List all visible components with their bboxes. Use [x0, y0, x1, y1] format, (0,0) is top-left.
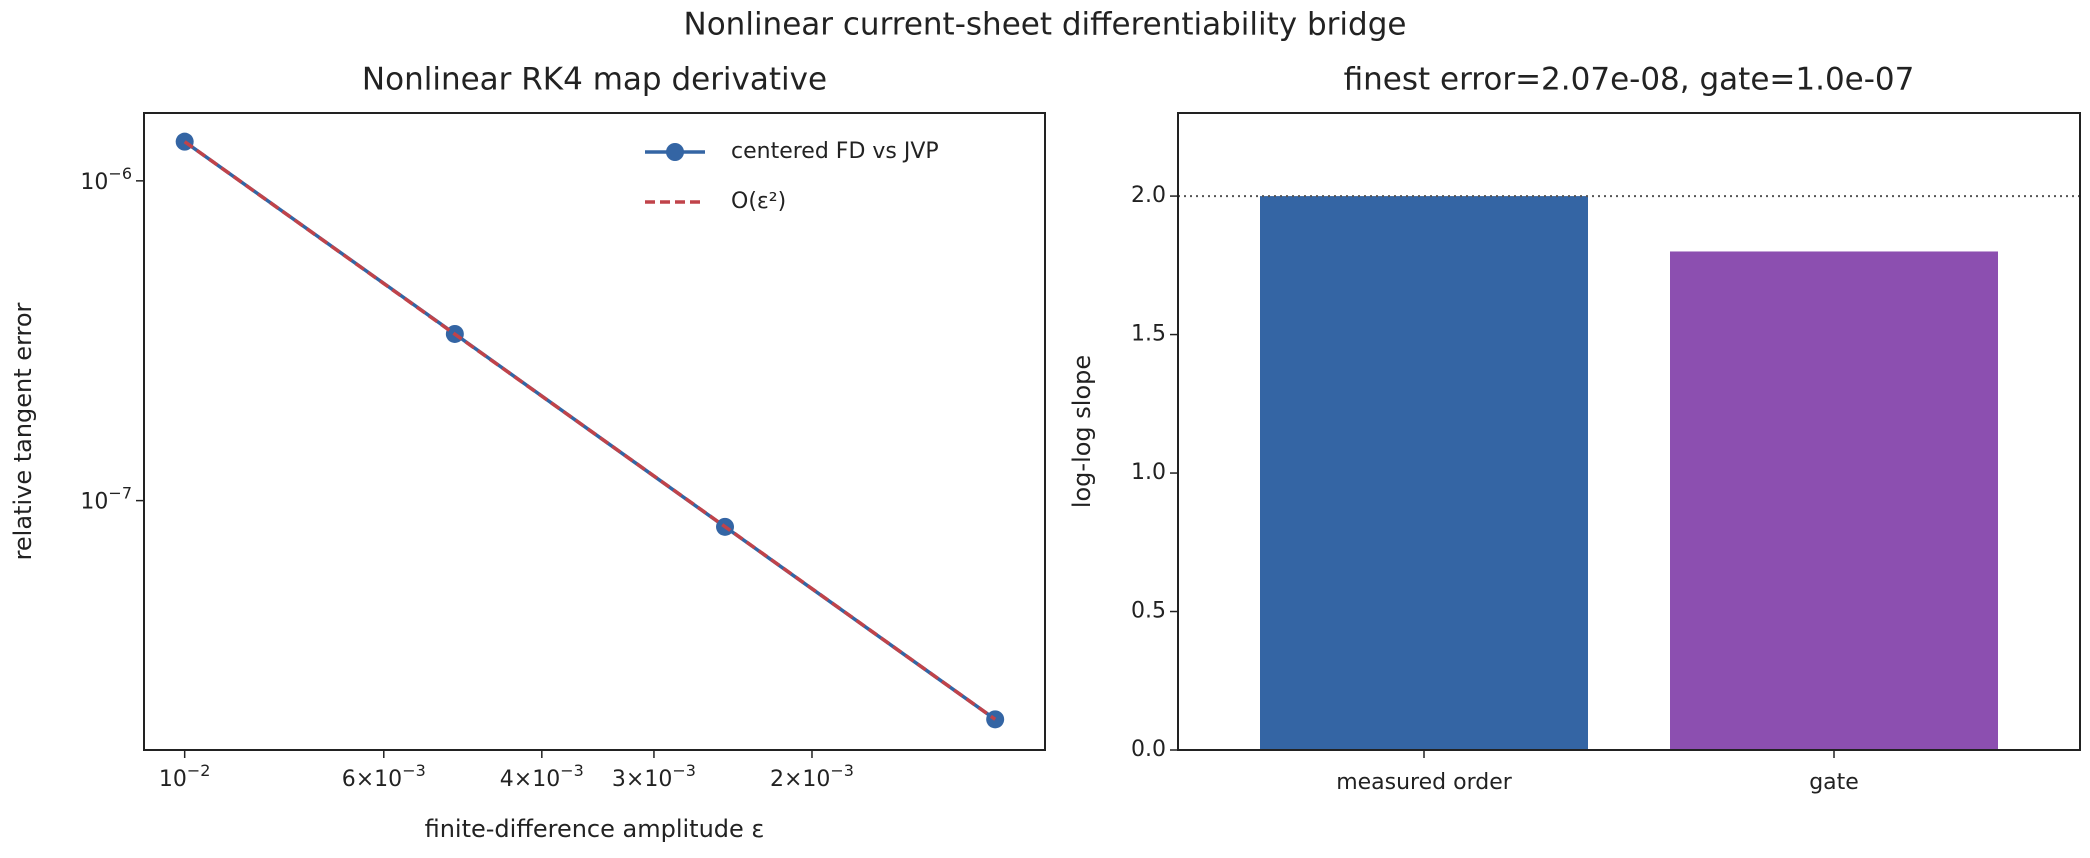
legend-label: O(ε²) — [731, 189, 786, 214]
legend-label: centered FD vs JVP — [731, 139, 939, 164]
legend-marker — [666, 143, 684, 161]
x-tick-label: 4×10−3 — [500, 761, 584, 793]
y-tick-label: 0.0 — [1131, 737, 1166, 762]
bar — [1670, 251, 1998, 750]
y-tick-label: 1.0 — [1131, 460, 1166, 485]
figure-title: Nonlinear current-sheet differentiabilit… — [684, 7, 1407, 43]
bar — [1260, 196, 1588, 750]
x-tick-label: gate — [1809, 770, 1859, 795]
y-tick-label: 2.0 — [1131, 183, 1166, 208]
y-tick-label: 0.5 — [1131, 599, 1166, 624]
axes-frame — [1177, 112, 2081, 751]
axes-frame — [143, 112, 1046, 751]
series-line — [183, 140, 997, 721]
x-tick-label: measured order — [1336, 770, 1513, 795]
chart-title: finest error=2.07e-08, gate=1.0e-07 — [1344, 62, 1915, 98]
x-tick-label: 3×10−3 — [612, 761, 696, 793]
y-axis-label: log-log slope — [1068, 355, 1096, 508]
y-axis-label: relative tangent error — [9, 302, 37, 560]
x-tick-label: 10−2 — [159, 761, 211, 793]
chart-title: Nonlinear RK4 map derivative — [362, 62, 827, 98]
y-tick-label: 10−7 — [80, 483, 132, 515]
y-tick-label: 1.5 — [1131, 322, 1166, 347]
x-tick-label: 2×10−3 — [770, 761, 854, 793]
x-axis-label: finite-difference amplitude ε — [425, 815, 765, 843]
y-tick-label: 10−6 — [80, 163, 132, 195]
x-tick-label: 6×10−3 — [342, 761, 426, 793]
